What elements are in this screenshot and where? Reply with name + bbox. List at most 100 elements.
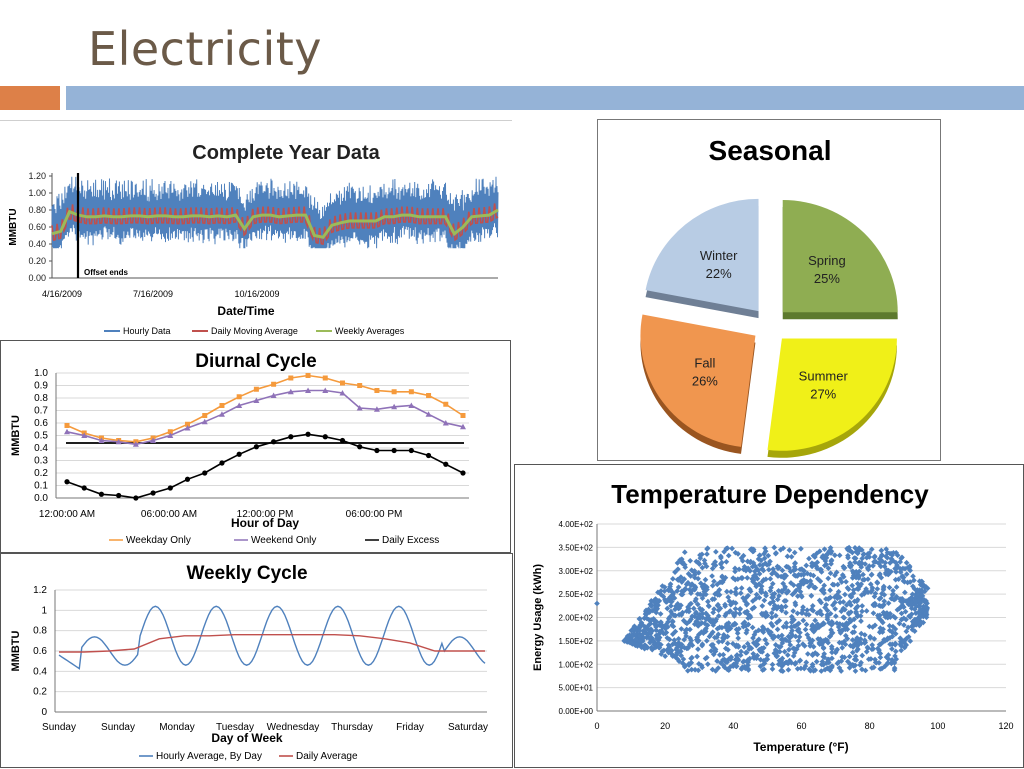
x-tick-label: 100 — [930, 721, 945, 731]
data-point — [746, 655, 753, 662]
data-point — [792, 560, 798, 567]
data-point — [901, 622, 907, 628]
data-point — [892, 648, 899, 655]
data-point — [745, 621, 752, 628]
data-point — [836, 552, 843, 559]
data-point — [98, 437, 105, 443]
y-tick-label: 0.80 — [28, 205, 46, 215]
x-tick-label: 0 — [594, 721, 599, 731]
data-point — [846, 611, 852, 617]
data-point — [218, 411, 225, 417]
data-point — [800, 617, 807, 624]
data-point — [840, 599, 847, 605]
data-point — [695, 646, 701, 652]
data-point — [858, 592, 865, 598]
data-point — [719, 564, 725, 571]
data-point — [374, 447, 380, 454]
data-point — [902, 589, 908, 596]
data-point — [868, 546, 875, 553]
data-point — [823, 561, 830, 568]
data-point — [788, 553, 795, 560]
data-point — [709, 596, 716, 603]
data-point — [773, 653, 780, 660]
data-point — [769, 666, 776, 672]
slice-value: 22% — [706, 266, 732, 281]
data-point — [812, 617, 818, 624]
x-tick-label: Monday — [159, 722, 195, 733]
data-point — [425, 411, 432, 417]
hourly-average-series — [58, 605, 486, 670]
accent-bar-orange — [0, 86, 60, 110]
data-point — [391, 389, 397, 395]
x-tick-label: Saturday — [448, 722, 488, 733]
data-point — [644, 624, 651, 630]
data-point — [829, 655, 835, 662]
data-point — [786, 547, 793, 553]
y-tick-label: 0.6 — [34, 418, 48, 429]
data-point — [654, 639, 661, 646]
data-point — [798, 610, 805, 616]
data-point — [863, 554, 870, 561]
data-point — [847, 617, 854, 624]
data-point — [854, 598, 860, 605]
data-point — [901, 638, 907, 645]
legend-label: Hourly Average, By Day — [156, 751, 262, 762]
data-point — [858, 618, 864, 624]
x-axis-label: Day of Week — [211, 731, 282, 745]
data-point — [655, 598, 662, 604]
data-point — [426, 393, 432, 398]
data-point — [779, 567, 786, 574]
data-point — [219, 403, 225, 408]
x-tick-label: 12:00:00 AM — [39, 509, 95, 520]
data-point — [859, 608, 865, 615]
data-point — [737, 605, 743, 612]
data-point — [908, 602, 915, 609]
data-point — [288, 375, 294, 381]
y-tick-label: 1.0 — [34, 368, 48, 379]
data-point — [889, 633, 896, 640]
data-point — [719, 638, 726, 645]
slice-value: 27% — [810, 386, 836, 401]
legend-label: Daily Moving Average — [211, 326, 298, 336]
data-point — [408, 402, 415, 408]
data-point — [727, 664, 734, 670]
slice-label: Summer — [799, 368, 849, 383]
data-point — [899, 596, 906, 602]
slide-title: Electricity — [88, 22, 322, 76]
data-point — [668, 608, 674, 615]
y-tick-label: 2.00E+02 — [559, 614, 594, 623]
data-point — [167, 432, 174, 438]
data-point — [356, 405, 363, 411]
data-point — [64, 428, 70, 435]
y-tick-label: 1.50E+02 — [559, 637, 594, 646]
data-point — [877, 654, 884, 661]
data-point — [820, 620, 827, 626]
data-point — [821, 582, 828, 589]
data-point — [658, 588, 664, 594]
data-point — [678, 652, 684, 659]
data-point — [663, 598, 669, 604]
data-point — [772, 647, 779, 653]
x-tick-label: Tuesday — [216, 722, 254, 733]
data-point — [680, 656, 687, 662]
data-point — [832, 599, 838, 606]
y-tick-label: 0.8 — [34, 393, 48, 404]
series-line — [66, 433, 464, 499]
data-point — [724, 588, 730, 595]
data-point — [807, 640, 814, 647]
data-point — [833, 569, 840, 576]
data-point — [736, 610, 743, 617]
data-point — [271, 381, 277, 387]
data-point — [771, 544, 778, 551]
data-point — [741, 563, 748, 570]
data-point — [167, 485, 173, 491]
data-point — [859, 652, 866, 659]
data-point — [881, 563, 888, 570]
data-point — [842, 632, 849, 639]
legend-label: Weekend Only — [251, 535, 316, 546]
data-point — [732, 610, 739, 616]
data-point — [735, 576, 741, 582]
data-point — [305, 373, 311, 378]
data-point — [287, 388, 294, 395]
data-point — [759, 603, 766, 609]
